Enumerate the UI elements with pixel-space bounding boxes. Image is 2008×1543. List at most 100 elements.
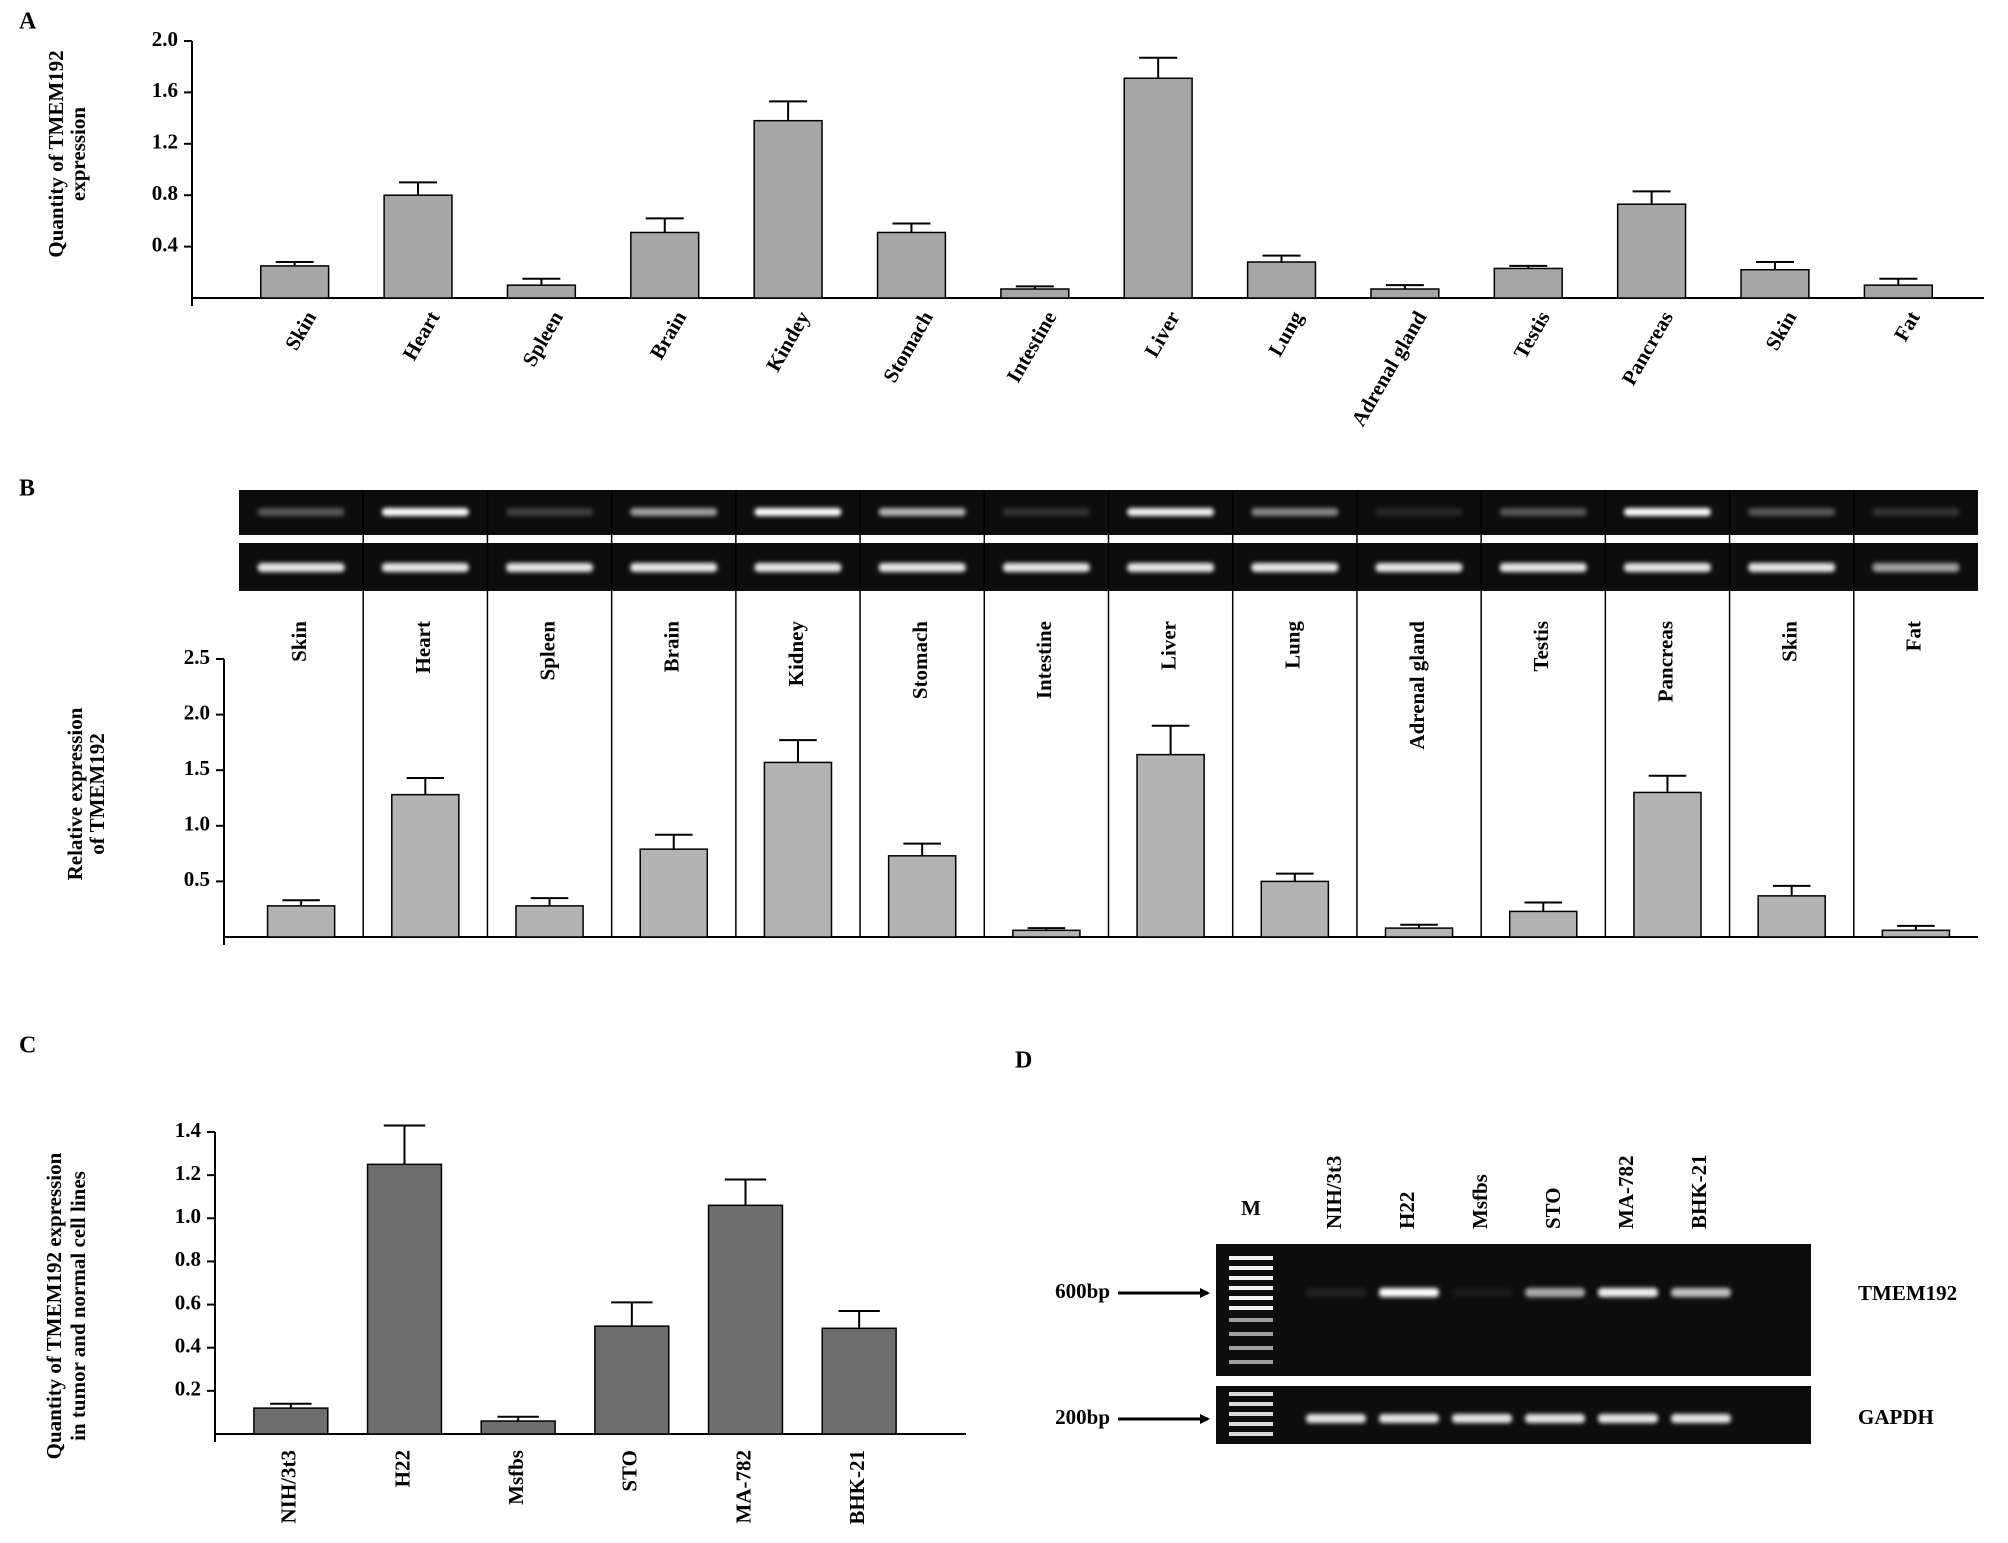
panel-letter: A [19, 9, 37, 35]
ladder-band [1229, 1392, 1273, 1396]
ladder-band [1229, 1318, 1273, 1322]
x-tick-label: H22 [390, 1450, 414, 1487]
gel-band [630, 508, 718, 516]
y-tick-label: 2.0 [152, 27, 178, 51]
bar [366, 1163, 443, 1435]
ladder-band [1229, 1266, 1273, 1270]
x-tick-label: Testis [1529, 621, 1553, 672]
x-tick-label: Fat [1902, 621, 1926, 651]
x-tick-label: MA-782 [731, 1450, 755, 1523]
x-tick-label: Lung [1263, 306, 1308, 360]
error-bar [1648, 774, 1687, 793]
bar [1000, 288, 1070, 299]
x-tick-label: Fat [1889, 307, 1925, 345]
lane-label: M [1241, 1196, 1261, 1220]
ladder-band [1229, 1346, 1273, 1350]
y-tick-label: 1.5 [184, 756, 210, 780]
error-bar [1632, 190, 1671, 205]
x-tick-label: Liver [1139, 307, 1184, 361]
bar [821, 1327, 897, 1435]
y-tick-label: 1.6 [152, 78, 178, 102]
gel-band [1251, 508, 1339, 516]
gel-band [1748, 508, 1836, 516]
x-tick-label: Kidney [784, 621, 808, 687]
ladder-band [1229, 1256, 1273, 1260]
bar [266, 905, 336, 938]
lane-label: STO [1541, 1187, 1565, 1229]
ladder-band [1229, 1422, 1273, 1426]
gel-band [506, 563, 594, 572]
lane-label: NIH/3t3 [1322, 1156, 1346, 1230]
y-tick-label: 0.4 [175, 1334, 202, 1358]
gel-band [1623, 508, 1711, 516]
error-bar [1139, 56, 1178, 79]
y-axis-label: expression [66, 107, 90, 201]
ladder-band [1229, 1276, 1273, 1280]
bar [1260, 880, 1330, 938]
x-tick-label: Adrenal gland [1405, 621, 1429, 750]
gel-band [878, 563, 966, 572]
ladder-band [1229, 1306, 1273, 1310]
lane-label: MA-782 [1614, 1156, 1638, 1229]
x-tick-label: Heart [398, 307, 445, 364]
bar [253, 1407, 329, 1435]
error-bar [1151, 724, 1190, 755]
panel-letter: C [19, 1033, 36, 1059]
bar [763, 761, 833, 938]
x-tick-label: Intestine [1001, 307, 1061, 387]
gene-label: TMEM192 [1858, 1281, 1957, 1305]
x-tick-label: Heart [411, 621, 435, 673]
band-size: 200bp [1055, 1405, 1110, 1429]
y-tick-label: 0.6 [175, 1290, 201, 1314]
bar [1740, 268, 1810, 299]
x-tick-label: Skin [287, 621, 311, 662]
x-tick-label: Intestine [1032, 621, 1056, 699]
bar [1246, 261, 1317, 299]
gel-band [1872, 508, 1960, 516]
lane-label: Msfbs [1468, 1174, 1492, 1229]
error-bar [406, 776, 445, 795]
bar [1633, 791, 1702, 938]
gel-band [1002, 563, 1090, 572]
panel-letter: B [19, 476, 35, 502]
gel-band [1452, 1288, 1512, 1297]
gel-band [1598, 1288, 1658, 1297]
y-tick-label: 1.4 [175, 1118, 202, 1142]
y-tick-label: 0.2 [175, 1377, 201, 1401]
bar [1384, 927, 1454, 938]
error-bar [1276, 872, 1314, 882]
gel-band [381, 563, 469, 572]
error-bar [1509, 264, 1548, 269]
x-tick-label: Kindey [761, 306, 815, 375]
y-tick-label: 0.8 [152, 181, 178, 205]
bar [391, 793, 460, 938]
error-bar [611, 1301, 653, 1327]
gel-band [1671, 1414, 1731, 1423]
y-tick-label: 1.0 [184, 812, 210, 836]
gel-band [1525, 1288, 1585, 1297]
x-tick-label: Skin [280, 307, 321, 355]
error-bar [383, 1124, 426, 1165]
ladder-band [1229, 1332, 1273, 1336]
bar [1493, 267, 1563, 299]
error-bar [497, 1415, 539, 1422]
gel-band [630, 563, 718, 572]
bar [515, 905, 584, 938]
ladder-band [1229, 1360, 1273, 1364]
error-bar [1385, 284, 1424, 290]
bar [630, 231, 700, 299]
gel-band [754, 508, 842, 516]
x-tick-label: Stomach [908, 621, 932, 699]
y-axis-label: Quantity of TMEM192 [44, 50, 68, 257]
ladder-band [1229, 1412, 1273, 1416]
x-tick-label: STO [618, 1450, 642, 1492]
gel-band [1598, 1414, 1658, 1423]
gel-band [1127, 563, 1215, 572]
x-tick-label: Lung [1281, 621, 1305, 669]
error-bar [645, 217, 684, 233]
bar [1123, 77, 1193, 299]
x-tick-label: BHK-21 [845, 1450, 869, 1525]
gel-band [1306, 1414, 1366, 1423]
